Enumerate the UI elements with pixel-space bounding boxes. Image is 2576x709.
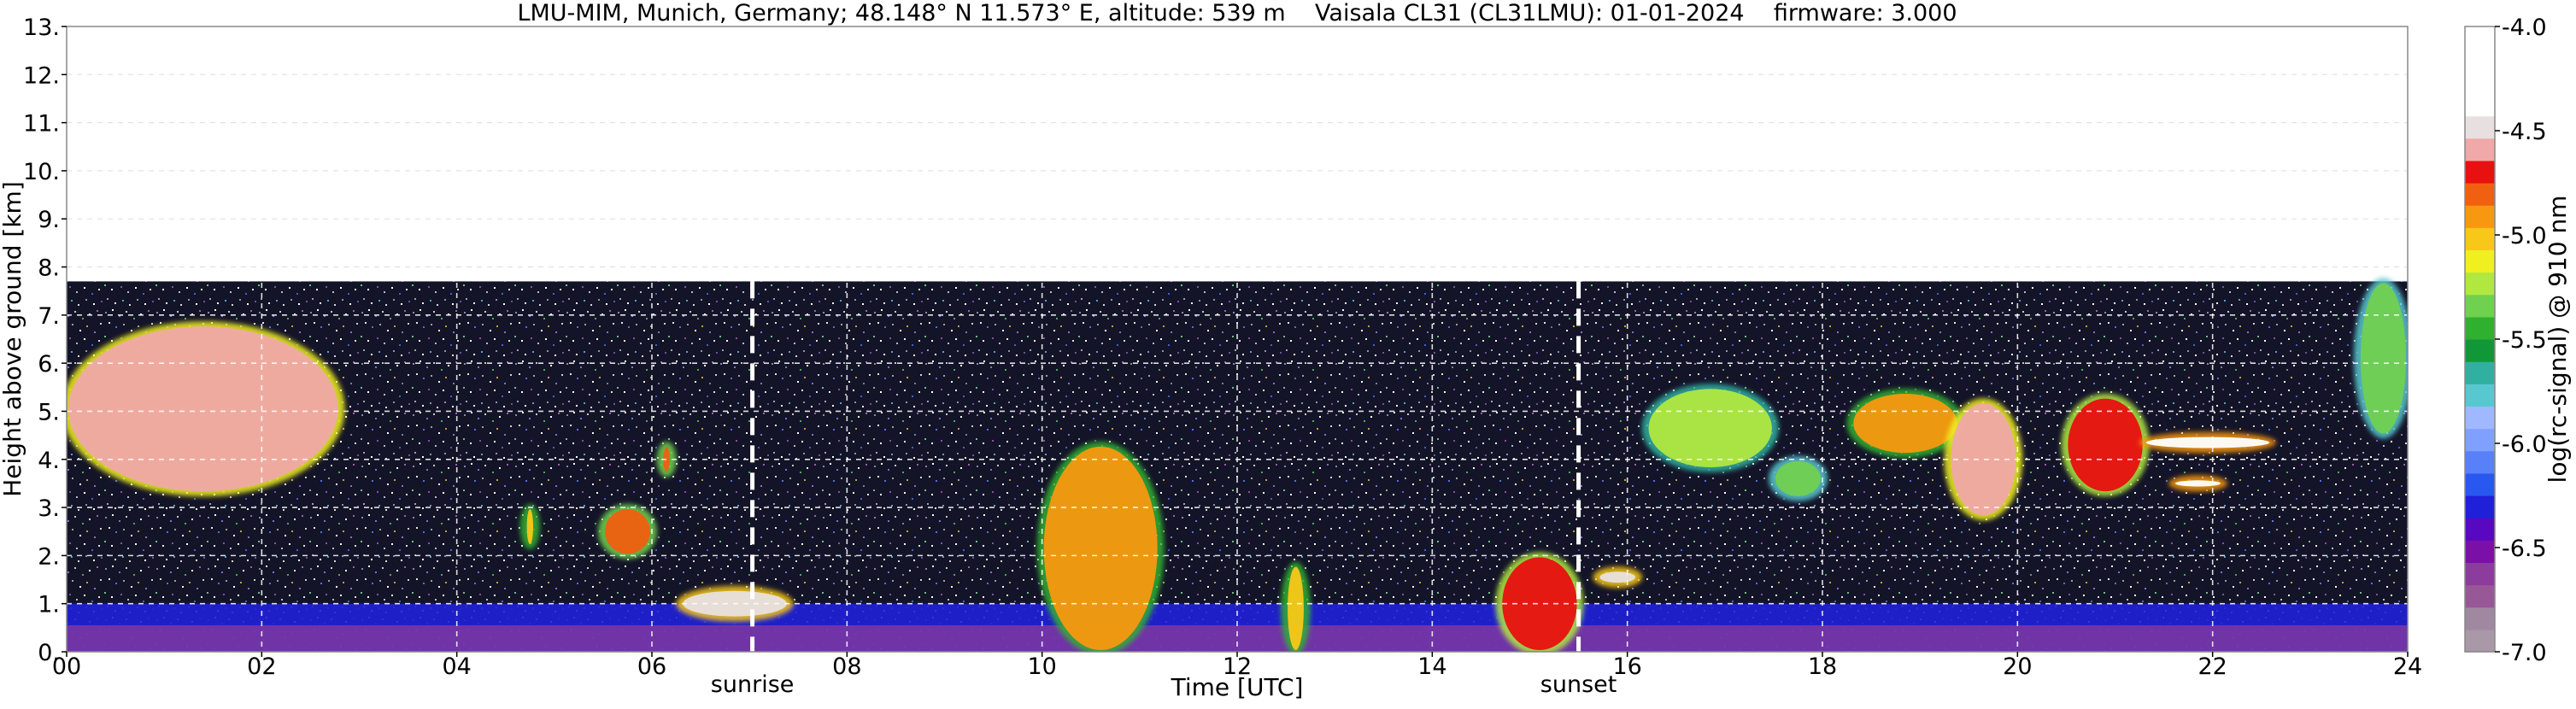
y-tick-label-3: 3. [38,495,60,522]
y-tick-label-9: 9. [38,207,60,233]
y-tick-label-4: 4. [38,448,60,474]
colorbar-tick-label-0: -7.0 [2502,640,2547,666]
colorbar-segment-7 [2465,472,2495,496]
cloud-feature-2 [604,509,650,554]
colorbar-segment-22 [2465,138,2495,161]
cloud-features [67,278,2408,652]
cloud-feature-9 [1648,389,1772,468]
colorbar-segment-5 [2465,518,2495,541]
x-tick-label-4: 08 [832,653,861,680]
colorbar-segment-20 [2465,183,2495,206]
colorbar-segment-2 [2465,584,2495,608]
colorbar-segment-26 [2465,49,2495,72]
y-tick-label-13: 13. [23,15,60,41]
cloud-feature-7 [1502,557,1577,650]
x-tick-label-2: 04 [442,653,471,680]
y-tick-label-7: 7. [38,303,60,330]
y-axis-label: Height above ground [km] [0,181,26,497]
plot-area [67,26,2408,652]
colorbar-segment-14 [2465,316,2495,340]
y-tick-label-12: 12. [23,62,60,89]
x-tick-label-8: 16 [1612,653,1641,680]
colorbar-ticks: -7.0 -6.5 -6.0 -5.5 -5.0 -4.5 -4.0 [2495,15,2547,666]
colorbar-tick-label-4: -5.0 [2502,223,2547,249]
cloud-feature-11 [1853,393,1957,454]
cloud-feature-14 [2145,437,2270,448]
x-tick-label-1: 02 [247,653,276,680]
y-tick-label-2: 2. [38,543,60,570]
colorbar-segment-24 [2465,93,2495,117]
y-tick-label-10: 10. [23,159,60,185]
colorbar-segment-21 [2465,160,2495,184]
x-axis-ticks: 00 02 04 06 08 10 12 14 16 18 20 22 24 [52,652,2422,680]
y-tick-label-0: 0. [38,640,60,666]
marker-labels: sunrise sunset [711,671,1617,698]
colorbar-tick-label-5: -4.5 [2502,119,2547,145]
y-tick-label-6: 6. [38,351,60,378]
x-tick-label-0: 00 [52,653,81,680]
colorbar-tick-label-2: -6.0 [2502,431,2547,458]
x-tick-label-5: 10 [1027,653,1056,680]
cloud-feature-16 [2360,283,2406,434]
colorbar-segment-16 [2465,272,2495,296]
colorbar-segment-23 [2465,115,2495,139]
colorbar-segment-13 [2465,339,2495,362]
colorbar-segment-3 [2465,562,2495,586]
cloud-feature-0 [68,326,338,492]
sun-markers [750,281,1581,652]
cloud-feature-13 [2068,398,2143,492]
y-tick-label-5: 5. [38,399,60,425]
marker-label-sunset: sunset [1540,671,1617,698]
cloud-feature-3 [663,446,670,472]
grid-lines [67,26,2408,652]
y-tick-label-8: 8. [38,255,60,282]
cloud-feature-10 [1775,460,1821,496]
colorbar-label: log(rc-signal) @ 910 nm [2544,196,2572,483]
colorbar-segment-18 [2465,227,2495,251]
cloud-feature-5 [1043,446,1158,650]
layer-boundary-layer-lower [67,625,2408,652]
cloud-feature-15 [2175,480,2221,487]
colorbar-tick-label-6: -4.0 [2502,15,2547,41]
marker-label-sunrise: sunrise [711,671,795,698]
colorbar-tick-label-3: -5.5 [2502,327,2547,354]
y-tick-label-11: 11. [23,111,60,138]
x-tick-label-7: 14 [1417,653,1446,680]
x-tick-label-12: 24 [2393,653,2422,680]
x-tick-label-11: 22 [2198,653,2227,680]
colorbar [2465,26,2495,653]
x-axis-label: Time [UTC] [1171,673,1304,701]
colorbar-segment-15 [2465,294,2495,318]
colorbar-segment-4 [2465,540,2495,564]
colorbar-segment-17 [2465,249,2495,273]
colorbar-segment-0 [2465,629,2495,653]
x-tick-label-9: 18 [1808,653,1837,680]
y-tick-label-1: 1. [38,592,60,618]
colorbar-segment-19 [2465,205,2495,228]
x-tick-label-10: 20 [2003,653,2032,680]
colorbar-segment-8 [2465,450,2495,474]
y-axis-ticks: 0. 1. 2. 3. 4. 5. 6. 7. 8. 9. 10. 11. 12. 13. [23,15,67,666]
colorbar-segment-11 [2465,384,2495,407]
colorbar-segment-10 [2465,406,2495,430]
colorbar-segment-25 [2465,71,2495,95]
cloud-feature-12 [1951,403,2016,516]
colorbar-tick-label-1: -6.5 [2502,536,2547,562]
colorbar-segment-1 [2465,606,2495,630]
cloud-feature-6 [1288,566,1304,650]
x-tick-label-3: 06 [637,653,666,680]
colorbar-segment-9 [2465,428,2495,452]
cloud-feature-8 [1599,571,1636,583]
colorbar-segment-6 [2465,495,2495,519]
colorbar-segment-12 [2465,361,2495,384]
colorbar-segment-27 [2465,26,2495,50]
chart-title: LMU-MIM, Munich, Germany; 48.148° N 11.5… [517,0,1957,26]
x-tick-label-6: 12 [1223,653,1252,680]
cloud-feature-1 [526,509,534,545]
